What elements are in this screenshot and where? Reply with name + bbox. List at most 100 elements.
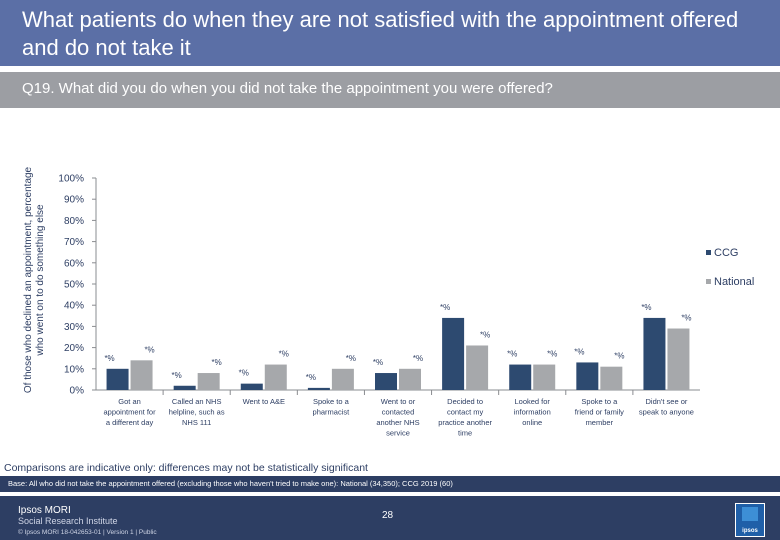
data-label: *% <box>413 354 423 363</box>
category-label-line: helpline, such as <box>169 408 225 417</box>
y-tick-label: 100% <box>58 174 84 185</box>
y-tick-label: 50% <box>64 280 84 291</box>
bar-ccg <box>375 373 397 390</box>
category-label-line: Looked for <box>514 397 550 406</box>
bar-national <box>264 364 287 390</box>
significance-note: Comparisons are indicative only: differe… <box>4 462 368 474</box>
category-label-line: pharmacist <box>313 408 351 417</box>
bar-national <box>466 345 489 390</box>
category-label: Looked for information online <box>514 397 551 427</box>
category-label-line: practice another <box>438 418 492 427</box>
category-label-line: friend or family <box>575 408 624 417</box>
category-label-line: Got an <box>118 397 141 406</box>
bar-ccg <box>576 362 599 390</box>
bar-ccg <box>509 364 532 390</box>
legend-label-ccg: CCG <box>714 247 738 259</box>
bar-national <box>600 366 623 390</box>
legend-swatch-ccg <box>706 250 711 255</box>
category-label: Decided to contact my practice another time <box>438 397 492 438</box>
data-label: *% <box>373 358 383 367</box>
data-label: *% <box>440 303 450 312</box>
category-label-line: speak to anyone <box>639 408 694 417</box>
category-label: Went to A&E <box>243 397 285 406</box>
bar-national <box>533 364 556 390</box>
bar-ccg <box>643 317 666 390</box>
bar-ccg <box>307 387 330 390</box>
bar-ccg <box>106 368 129 390</box>
data-label: *% <box>144 345 154 354</box>
y-tick-label: 90% <box>64 195 84 206</box>
question-band <box>0 72 780 108</box>
category-label-line: Didn't see or <box>646 397 688 406</box>
category-label: Didn't see or speak to anyone <box>639 397 694 417</box>
y-tick-label: 20% <box>64 343 84 354</box>
y-tick-label: 60% <box>64 258 84 269</box>
data-label: *% <box>480 330 490 339</box>
category-label-line: information <box>514 408 551 417</box>
category-label-line: Spoke to a <box>581 397 618 406</box>
data-label: *% <box>547 350 557 359</box>
category-label: Went to or contacted another NHS service <box>376 397 419 438</box>
category-label-line: appointment for <box>103 408 156 417</box>
bar-chart: 0% 10% 20% 30% 40% 50% 60% 70% 80% 90% 100% *% *% Got… <box>58 174 754 438</box>
category-label-line: Called an NHS <box>172 397 222 406</box>
data-label: *% <box>574 347 584 356</box>
y-tick-label: 40% <box>64 301 84 312</box>
bar-national <box>667 328 690 390</box>
bar-national <box>130 360 153 390</box>
footer-band <box>0 496 780 540</box>
legend-label-national: National <box>714 276 754 288</box>
copyright-text: © Ipsos MORI 18-042653-01 | Version 1 | … <box>18 529 157 536</box>
category-label: Got an appointment for a different day <box>103 397 156 427</box>
ipsos-badge-logo: ipsos <box>735 503 765 537</box>
data-label: *% <box>104 354 114 363</box>
category-label-line: Decided to <box>447 397 483 406</box>
data-label: *% <box>507 350 517 359</box>
data-label: *% <box>279 350 289 359</box>
category-label-line: NHS 111 <box>182 418 211 427</box>
category-label-line: contacted <box>382 408 415 417</box>
page-number: 28 <box>382 510 394 521</box>
category-label-line: Spoke to a <box>313 397 350 406</box>
category-label-line: contact my <box>447 408 484 417</box>
category-label-line: Went to or <box>381 397 416 406</box>
category-label-line: time <box>458 429 472 438</box>
legend-swatch-national <box>706 279 711 284</box>
y-tick-label: 70% <box>64 237 84 248</box>
bar-national <box>399 368 421 390</box>
category-label-line: a different day <box>106 418 154 427</box>
base-text: Base: All who did not take the appointme… <box>8 479 453 488</box>
data-label: *% <box>212 358 222 367</box>
data-label: *% <box>346 354 356 363</box>
page-title: What patients do when they are not satis… <box>22 7 739 60</box>
title-band <box>0 0 780 66</box>
category-label: Spoke to a pharmacist <box>313 397 351 417</box>
bar-ccg <box>240 383 263 390</box>
category-label-line: another NHS <box>376 418 419 427</box>
badge-text: ipsos <box>742 528 758 534</box>
bar-national <box>331 368 354 390</box>
data-label: *% <box>641 303 651 312</box>
logo-line-1: Ipsos MORI <box>18 505 71 516</box>
category-label-line: online <box>522 418 542 427</box>
data-label: *% <box>172 371 182 380</box>
y-tick-label: 10% <box>64 364 84 375</box>
badge-square <box>742 507 758 521</box>
bar-ccg <box>173 385 196 390</box>
category-label-line: service <box>386 429 410 438</box>
logo-line-2: Social Research Institute <box>18 516 118 526</box>
y-tick-label: 30% <box>64 322 84 333</box>
y-tick-label: 80% <box>64 216 84 227</box>
bar-ccg <box>442 317 465 390</box>
y-tick-label: 0% <box>70 386 85 397</box>
base-band <box>0 476 780 492</box>
data-label: *% <box>239 369 249 378</box>
question-text: Q19. What did you do when you did not ta… <box>22 80 553 97</box>
data-label: *% <box>681 314 691 323</box>
category-label-line: Went to A&E <box>243 397 285 406</box>
category-label: Spoke to a friend or family member <box>575 397 624 427</box>
data-label: *% <box>614 352 624 361</box>
category-label-line: member <box>586 418 614 427</box>
data-label: *% <box>306 373 316 382</box>
ipsos-logo: Ipsos MORI Social Research Institute <box>18 505 118 527</box>
